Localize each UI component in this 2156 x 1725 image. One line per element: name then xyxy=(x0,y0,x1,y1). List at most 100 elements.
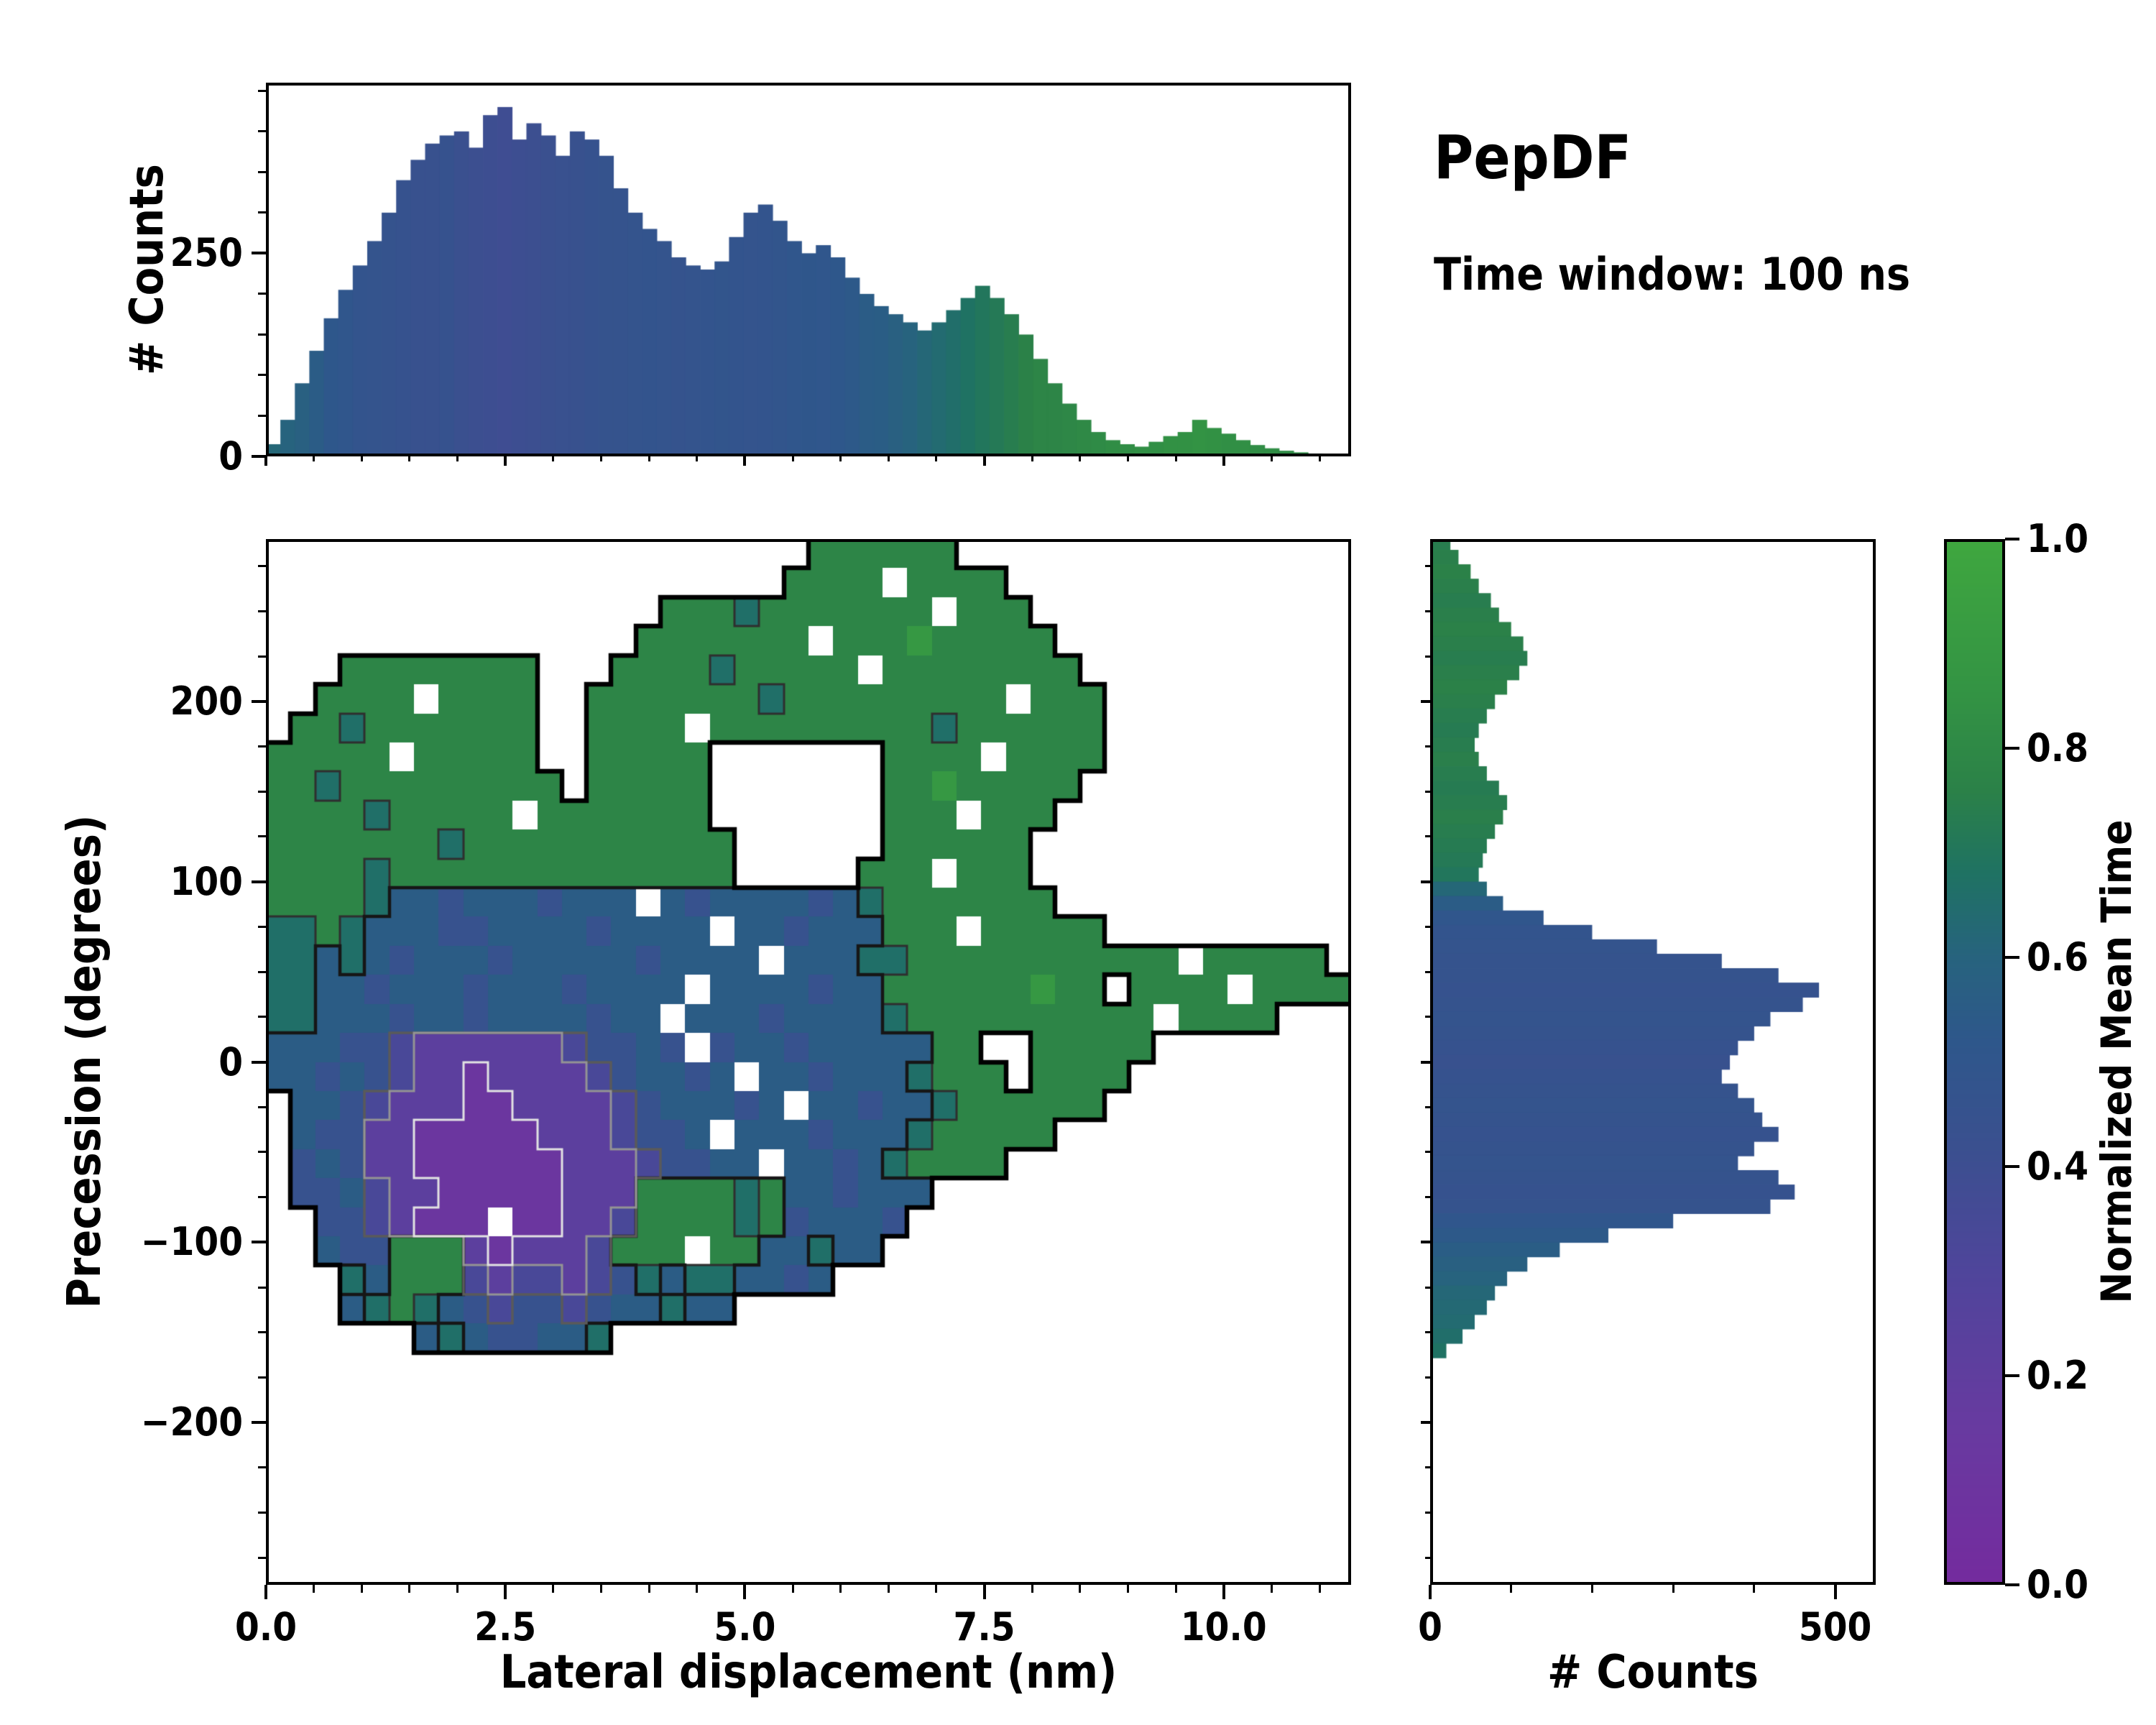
tick-mark xyxy=(258,1556,266,1559)
main-x-axis-label: Lateral displacement (nm) xyxy=(499,1646,1118,1699)
tick-mark xyxy=(887,456,890,461)
tick-mark xyxy=(258,565,266,568)
tick-mark xyxy=(258,1286,266,1289)
tick-mark xyxy=(2005,1165,2019,1168)
tick-mark xyxy=(258,170,266,173)
main-y-axis-label: Precession (degrees) xyxy=(58,814,111,1309)
tick-mark xyxy=(252,699,266,703)
right-x-tick-label: 500 xyxy=(1798,1604,1872,1650)
tick-mark xyxy=(1425,565,1430,568)
tick-mark xyxy=(696,1585,699,1593)
tick-mark xyxy=(264,456,267,466)
tick-mark xyxy=(1425,835,1430,838)
tick-mark xyxy=(1421,1241,1430,1244)
tick-mark xyxy=(258,333,266,336)
tick-mark xyxy=(258,1196,266,1199)
heatmap-canvas xyxy=(266,539,1351,1585)
tick-mark xyxy=(258,655,266,658)
tick-mark xyxy=(258,1466,266,1469)
tick-mark xyxy=(408,1585,411,1593)
tick-mark xyxy=(258,211,266,214)
tick-mark xyxy=(1425,655,1430,658)
tick-mark xyxy=(791,1585,794,1593)
tick-mark xyxy=(258,130,266,133)
tick-mark xyxy=(313,456,315,461)
tick-mark xyxy=(1270,1585,1273,1593)
tick-mark xyxy=(258,1331,266,1334)
tick-mark xyxy=(696,456,699,461)
colorbar-tick-label: 0.8 xyxy=(2027,725,2089,770)
top-y-axis-label: # Counts xyxy=(121,164,174,375)
main-x-tick-label: 10.0 xyxy=(1180,1604,1267,1650)
tick-mark xyxy=(258,374,266,377)
tick-mark xyxy=(599,456,602,461)
tick-mark xyxy=(1174,456,1177,461)
tick-mark xyxy=(258,1016,266,1018)
tick-mark xyxy=(839,1585,842,1593)
colorbar-canvas xyxy=(1944,539,2005,1585)
tick-mark xyxy=(258,89,266,92)
tick-mark xyxy=(743,1585,747,1599)
tick-mark xyxy=(552,456,555,461)
tick-mark xyxy=(791,456,794,461)
tick-mark xyxy=(258,925,266,928)
main-x-tick-label: 2.5 xyxy=(474,1604,537,1650)
tick-mark xyxy=(1510,1585,1513,1593)
tick-mark xyxy=(408,456,411,461)
tick-mark xyxy=(839,456,842,461)
tick-mark xyxy=(504,456,507,466)
top-y-tick-label: 0 xyxy=(218,433,243,479)
tick-mark xyxy=(2005,1374,2019,1377)
right-x-axis-label: # Counts xyxy=(1547,1646,1759,1699)
tick-mark xyxy=(264,1585,267,1599)
tick-mark xyxy=(1753,1585,1756,1593)
figure-subtitle: Time window: 100 ns xyxy=(1434,248,1911,300)
tick-mark xyxy=(258,293,266,295)
tick-mark xyxy=(258,610,266,612)
tick-mark xyxy=(360,1585,363,1593)
tick-mark xyxy=(252,880,266,883)
tick-mark xyxy=(1421,699,1430,703)
tick-mark xyxy=(258,970,266,973)
tick-mark xyxy=(1126,456,1129,461)
main-x-tick-label: 5.0 xyxy=(714,1604,776,1650)
colorbar-tick-label: 0.6 xyxy=(2027,934,2089,980)
tick-mark xyxy=(252,1421,266,1425)
tick-mark xyxy=(1425,1151,1430,1154)
tick-mark xyxy=(1222,1585,1225,1599)
tick-mark xyxy=(648,1585,650,1593)
tick-mark xyxy=(1425,1016,1430,1018)
tick-mark xyxy=(1425,1512,1430,1514)
tick-mark xyxy=(456,1585,459,1593)
colorbar-tick-label: 0.4 xyxy=(2027,1144,2089,1189)
tick-mark xyxy=(887,1585,890,1593)
tick-mark xyxy=(1425,970,1430,973)
tick-mark xyxy=(935,1585,938,1593)
tick-mark xyxy=(1425,1105,1430,1108)
colorbar-tick-label: 1.0 xyxy=(2027,516,2089,561)
tick-mark xyxy=(1031,456,1033,461)
tick-mark xyxy=(743,456,747,466)
tick-mark xyxy=(2005,538,2019,540)
tick-mark xyxy=(1318,456,1321,461)
tick-mark xyxy=(1031,1585,1033,1593)
tick-mark xyxy=(982,1585,986,1599)
tick-mark xyxy=(258,745,266,748)
tick-mark xyxy=(258,414,266,417)
tick-mark xyxy=(1425,745,1430,748)
tick-mark xyxy=(1425,790,1430,793)
tick-mark xyxy=(2005,1583,2019,1586)
tick-mark xyxy=(1421,880,1430,883)
tick-mark xyxy=(258,835,266,838)
tick-mark xyxy=(1425,1466,1430,1469)
tick-mark xyxy=(1079,456,1082,461)
tick-mark xyxy=(935,456,938,461)
tick-mark xyxy=(982,456,986,466)
tick-mark xyxy=(599,1585,602,1593)
main-y-tick-label: 100 xyxy=(170,858,243,904)
main-x-tick-label: 0.0 xyxy=(234,1604,298,1650)
tick-mark xyxy=(1174,1585,1177,1593)
figure-title: PepDF xyxy=(1434,122,1632,193)
tick-mark xyxy=(1429,1585,1432,1599)
